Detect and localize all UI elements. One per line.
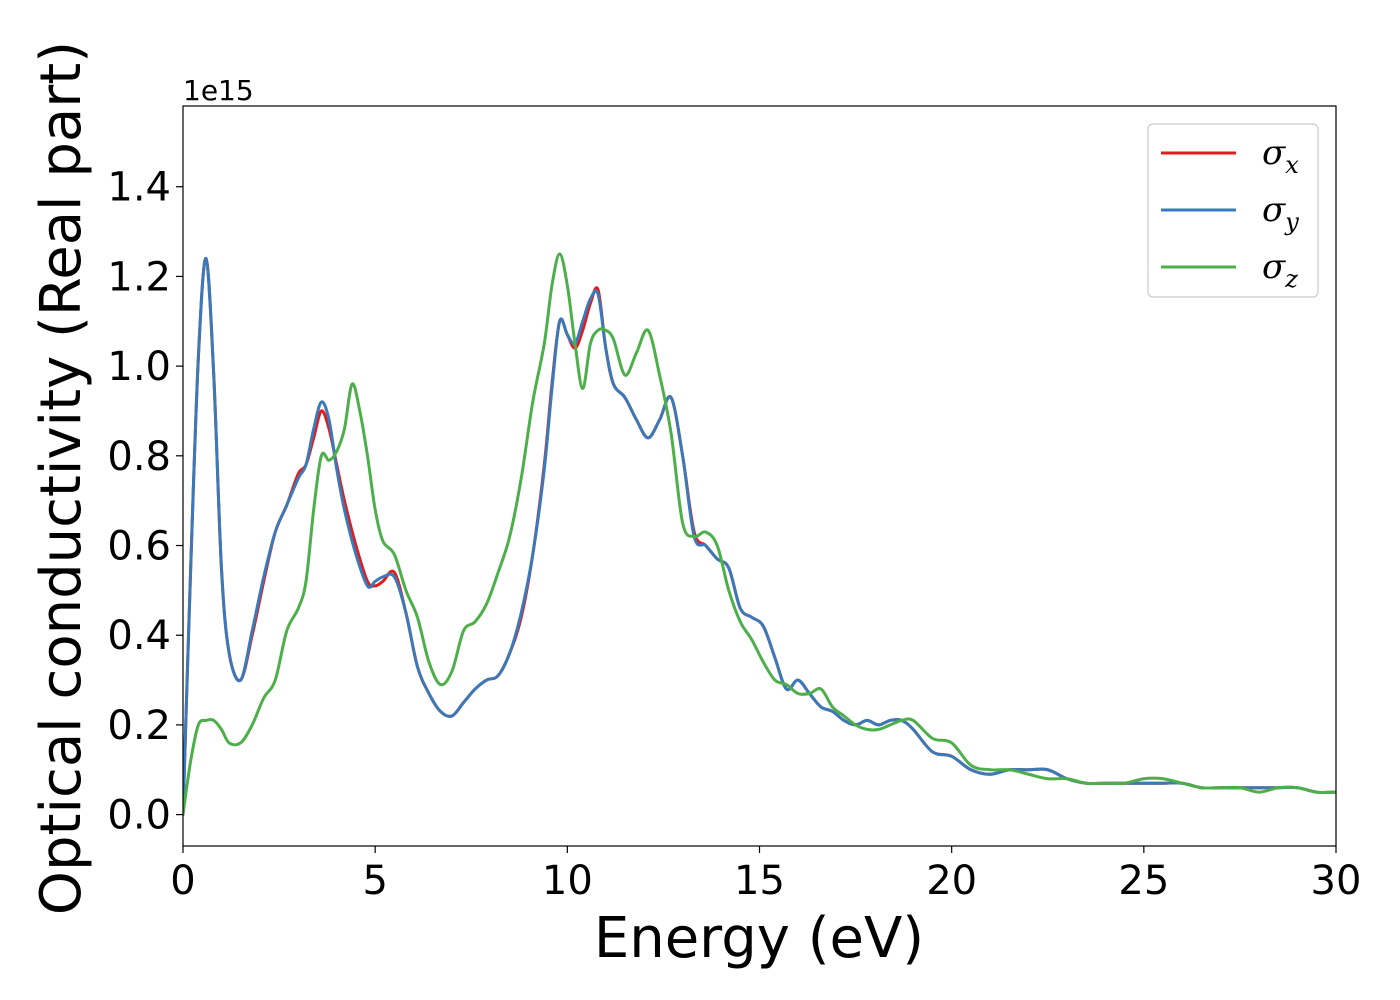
y-axis: 0.0 0.2 0.4 0.6 0.8 1.0 1.2 1.4 [107, 165, 183, 839]
x-tick-label: 0 [170, 858, 195, 904]
y-tick-label: 0.4 [107, 613, 171, 659]
y-tick-label: 0.2 [107, 703, 171, 749]
plot-area [183, 106, 1336, 846]
x-axis-label: Energy (eV) [594, 906, 924, 971]
x-tick-label: 10 [542, 858, 593, 904]
y-tick-label: 0.0 [107, 793, 171, 839]
series-line-y [183, 256, 1336, 817]
y-offset-label: 1e15 [183, 74, 254, 107]
y-tick-label: 1.0 [107, 344, 171, 390]
series-layer [183, 252, 1336, 817]
y-tick-label: 0.6 [107, 524, 171, 570]
x-tick-label: 20 [926, 858, 977, 904]
y-tick-label: 1.2 [107, 254, 171, 300]
y-tick-label: 0.8 [107, 434, 171, 480]
y-tick-label: 1.4 [107, 165, 171, 211]
legend-label-y: σy [1262, 190, 1299, 236]
x-tick-label: 25 [1118, 858, 1169, 904]
series-line-z [183, 252, 1336, 817]
x-axis: 0 5 10 15 20 25 30 [170, 846, 1361, 904]
x-tick-label: 30 [1311, 858, 1362, 904]
x-tick-label: 5 [362, 858, 387, 904]
x-tick-label: 15 [734, 858, 785, 904]
y-axis-label: Optical conductivity (Real part) [29, 41, 94, 915]
